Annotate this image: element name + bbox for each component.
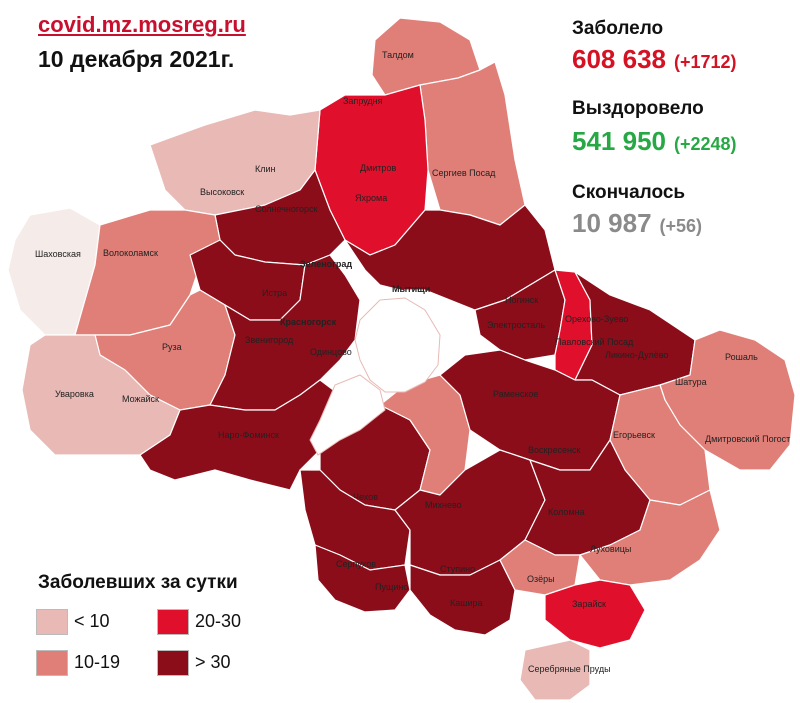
label-klin: Клин: [255, 164, 276, 174]
legend-label-lt10: < 10: [74, 611, 110, 631]
infected-label: Заболело: [572, 18, 664, 39]
label-dmitrovsky-pogost: Дмитровский Погост: [705, 434, 790, 444]
legend-swatch-20-30: [157, 609, 189, 635]
label-zvenigorod: Звенигород: [245, 335, 294, 345]
moscow-city: [354, 297, 441, 393]
label-volokolamsk: Волоколамск: [103, 248, 158, 258]
label-noginsk: Ногинск: [505, 295, 538, 305]
legend-swatch-lt10: [36, 609, 68, 635]
recovered-value: 541 950: [572, 126, 666, 156]
label-lukhovitsy: Луховицы: [590, 544, 631, 554]
label-mytishchi: Мытищи: [392, 284, 430, 294]
label-ruza: Руза: [162, 342, 182, 352]
legend-swatch-gt30: [157, 650, 189, 676]
deaths-delta: (+56): [659, 216, 703, 236]
region-sergiev-posad[interactable]: [419, 61, 526, 226]
label-zaraysk: Зарайск: [572, 599, 606, 609]
infected-delta: (+1712): [673, 52, 737, 72]
region-kashira[interactable]: [409, 559, 516, 636]
region-chekhov[interactable]: [299, 469, 411, 571]
label-krasnogorsk: Красногорск: [280, 317, 337, 327]
recovered-delta: (+2248): [673, 134, 737, 154]
label-zelenograd: Зеленоград: [300, 259, 352, 269]
label-roshal: Рошаль: [725, 352, 758, 362]
label-sergiev-posad: Сергиев Посад: [432, 168, 496, 178]
label-odintsovo: Одинцово: [310, 347, 352, 357]
label-taldom: Талдом: [382, 50, 414, 60]
label-serpukhov: Серпухов: [336, 559, 376, 569]
recovered-label: Выздоровело: [572, 98, 704, 119]
label-pushchino: Пущино: [375, 582, 408, 592]
deaths-label: Скончалось: [572, 182, 686, 203]
region-zaraysk[interactable]: [544, 579, 646, 649]
label-egorievsk: Егорьевск: [613, 430, 655, 440]
region-odintsovo[interactable]: [209, 254, 361, 411]
label-mikhnevo: Михнево: [425, 500, 462, 510]
label-orekhovo-zuevo: Орехово-Зуево: [565, 314, 628, 324]
label-dmitrov: Дмитров: [360, 163, 396, 173]
label-shakhovskaya: Шаховская: [35, 249, 81, 259]
legend-label-10-19: 10-19: [74, 652, 121, 672]
deaths-value: 10 987: [572, 208, 652, 238]
region-serpukhov[interactable]: [314, 544, 411, 613]
label-istra: Истра: [262, 288, 287, 298]
label-shatura: Шатура: [675, 377, 707, 387]
label-stupino: Ступино: [440, 564, 475, 574]
label-naro-fominsk: Наро-Фоминск: [218, 430, 279, 440]
region-naro-fominsk[interactable]: [139, 379, 346, 491]
label-kolomna: Коломна: [548, 507, 585, 517]
label-voskresensk: Воскресенск: [528, 445, 580, 455]
label-zaprudnya: Запрудня: [343, 96, 383, 106]
report-date: 10 декабря 2021г.: [38, 46, 235, 72]
legend-label-gt30: > 30: [195, 652, 231, 672]
label-ozyory: Озёры: [527, 574, 555, 584]
label-solnechnogorsk: Солнечногорск: [255, 204, 317, 214]
site-link[interactable]: covid.mz.mosreg.ru: [38, 12, 246, 37]
recovered-stat: 541 950 (+2248): [572, 126, 737, 157]
label-vysokovsk: Высоковск: [200, 187, 244, 197]
legend-label-20-30: 20-30: [195, 611, 242, 631]
region-ozyory[interactable]: [499, 539, 581, 596]
label-likino-dulevo: Ликино-Дулёво: [605, 350, 668, 360]
label-pavlovsky-posad: Павловский Посад: [555, 337, 634, 347]
label-chekhov: Чехов: [353, 492, 378, 502]
label-mozhaisk: Можайск: [122, 394, 159, 404]
label-ramenskoe: Раменское: [493, 389, 538, 399]
label-serebryanye-prudy: Серебряные Пруды: [528, 664, 611, 674]
legend-title: Заболевших за сутки: [38, 572, 238, 593]
region-serebryanye-prudy[interactable]: [519, 639, 591, 701]
label-yakhroma: Яхрома: [355, 193, 387, 203]
deaths-stat: 10 987 (+56): [572, 208, 702, 239]
label-elektrostal: Электросталь: [487, 320, 545, 330]
infected-value: 608 638: [572, 44, 666, 74]
label-kashira: Кашира: [450, 598, 483, 608]
label-uvarovka: Уваровка: [55, 389, 94, 399]
new-moscow: [309, 374, 386, 456]
legend-swatch-10-19: [36, 650, 68, 676]
infected-stat: 608 638 (+1712): [572, 44, 737, 75]
